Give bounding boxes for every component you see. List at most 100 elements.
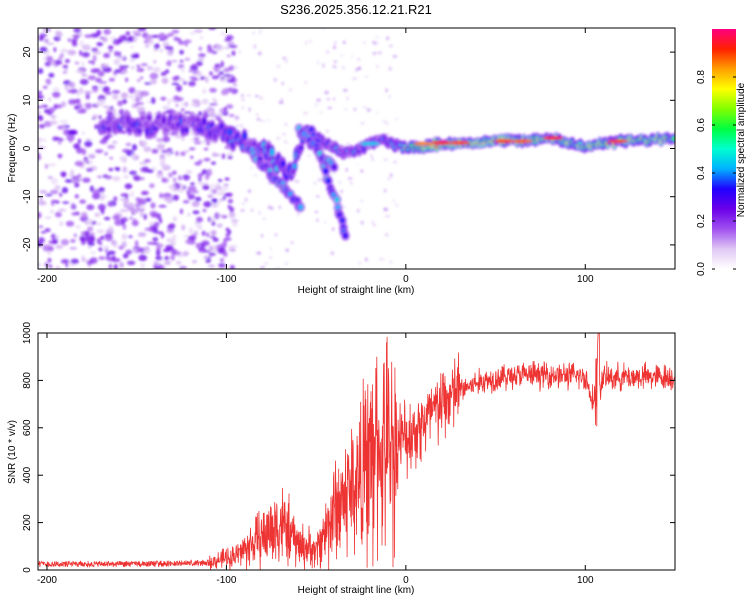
noise-speck: [158, 205, 167, 208]
noise-speck: [107, 202, 114, 207]
spectrogram-ylabel: Frequency (Hz): [7, 114, 18, 183]
noise-speck: [73, 143, 81, 150]
noise-speck: [191, 201, 200, 207]
noise-speck: [121, 70, 128, 74]
noise-speck: [159, 48, 164, 53]
noise-speck: [167, 172, 174, 178]
noise-speck: [155, 255, 162, 261]
colorbar-tick-label: 0.2: [696, 214, 707, 228]
noise-speck: [207, 194, 214, 198]
noise-speck: [98, 115, 102, 120]
noise-speck: [187, 185, 197, 192]
noise-speck: [232, 83, 237, 87]
noise-speck: [385, 215, 391, 218]
noise-speck: [146, 169, 154, 173]
noise-speck: [219, 258, 225, 263]
x-tick-label: 0: [403, 274, 409, 285]
noise-speck: [215, 45, 224, 52]
noise-speck: [327, 106, 333, 110]
noise-speck: [240, 209, 245, 212]
noise-speck: [360, 199, 363, 203]
noise-speck: [326, 98, 331, 101]
noise-speck: [223, 67, 231, 73]
noise-speck: [214, 69, 220, 73]
noise-speck: [52, 87, 60, 92]
noise-speck: [71, 212, 77, 216]
noise-speck: [152, 66, 161, 73]
noise-speck: [152, 237, 159, 242]
noise-speck: [39, 196, 43, 202]
noise-speck: [334, 40, 337, 45]
ridge-hotspot: [542, 136, 563, 140]
noise-speck: [198, 248, 203, 251]
noise-speck: [165, 60, 172, 66]
noise-speck: [67, 49, 77, 56]
noise-speck: [75, 225, 81, 229]
noise-speck: [120, 92, 129, 99]
noise-speck: [275, 266, 280, 269]
noise-speck: [107, 250, 116, 255]
noise-speck: [377, 51, 382, 55]
y-tick-label: -20: [22, 237, 33, 252]
noise-speck: [112, 38, 121, 46]
noise-speck: [313, 181, 317, 185]
x-tick-label: 0: [403, 575, 409, 586]
noise-speck: [47, 163, 57, 167]
noise-speck: [325, 129, 330, 134]
noise-speck: [119, 198, 128, 202]
noise-speck: [38, 237, 45, 244]
noise-speck: [117, 100, 124, 107]
noise-speck: [264, 262, 268, 265]
noise-speck: [309, 40, 312, 43]
noise-speck: [389, 259, 393, 264]
noise-speck: [89, 232, 96, 236]
noise-speck: [84, 90, 93, 95]
noise-speck: [108, 263, 113, 269]
noise-speck: [220, 31, 226, 36]
noise-speck: [38, 35, 44, 41]
noise-speck: [182, 81, 188, 85]
noise-speck: [181, 136, 185, 141]
noise-speck: [71, 202, 75, 209]
y-tick-label: 400: [22, 466, 33, 483]
noise-speck: [81, 255, 85, 262]
noise-speck: [58, 208, 67, 212]
noise-speck: [107, 45, 114, 50]
noise-speck: [79, 39, 84, 47]
noise-speck: [98, 256, 106, 260]
noise-speck: [175, 103, 179, 107]
noise-speck: [165, 244, 174, 250]
noise-speck: [99, 84, 103, 89]
noise-speck: [246, 93, 252, 97]
noise-speck: [199, 76, 206, 80]
noise-speck: [158, 38, 167, 41]
noise-speck: [352, 77, 357, 80]
noise-speck: [75, 69, 85, 74]
noise-speck: [143, 159, 151, 163]
noise-speck: [104, 151, 108, 156]
y-tick-label: 600: [22, 419, 33, 436]
noise-speck: [331, 251, 334, 256]
y-tick-label: 200: [22, 514, 33, 531]
noise-speck: [266, 118, 271, 122]
noise-speck: [114, 219, 124, 226]
ridge-hotspot: [359, 141, 380, 146]
noise-speck: [197, 173, 203, 179]
noise-speck: [203, 147, 209, 151]
noise-speck: [192, 259, 197, 264]
noise-speck: [48, 107, 56, 113]
noise-speck: [364, 75, 369, 79]
noise-speck: [66, 134, 75, 142]
noise-speck: [278, 100, 284, 104]
noise-speck: [333, 45, 336, 50]
noise-speck: [112, 140, 118, 145]
noise-speck: [339, 54, 345, 57]
noise-speck: [175, 85, 183, 92]
noise-speck: [44, 262, 49, 267]
noise-speck: [131, 103, 138, 109]
noise-speck: [103, 135, 110, 140]
noise-speck: [193, 230, 199, 236]
noise-speck: [150, 97, 156, 104]
noise-speck: [129, 170, 137, 175]
